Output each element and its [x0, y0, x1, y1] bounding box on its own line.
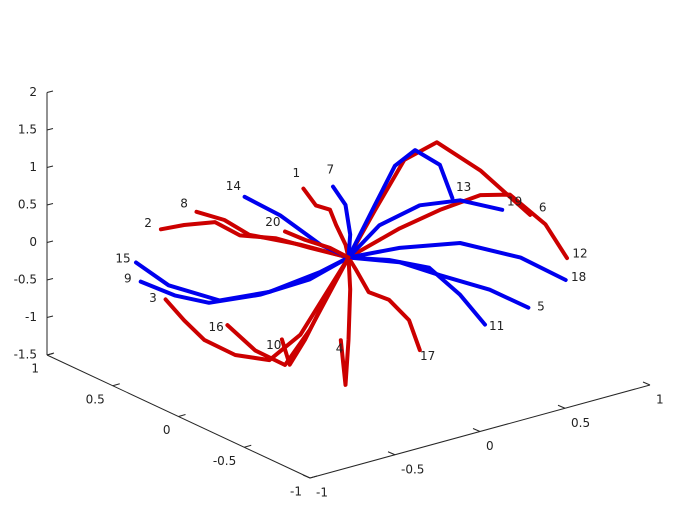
z-tick: [46, 240, 54, 243]
trajectory-label: 11: [489, 319, 504, 333]
trajectory-label: 1: [292, 166, 300, 180]
x-tick-label: -0.5: [401, 462, 424, 476]
z-tick: [46, 165, 54, 168]
z-tick-label: 0: [29, 235, 37, 249]
trajectory-label: 19: [507, 194, 522, 208]
trajectory-label: 5: [537, 300, 545, 314]
z-tick-label: -1: [25, 310, 37, 324]
x-tick-label: 0: [486, 439, 494, 453]
trajectory: [283, 229, 351, 260]
trajectory: [346, 255, 422, 353]
trajectory: [194, 209, 351, 260]
trajectory: [158, 220, 351, 260]
trajectory: [346, 198, 505, 260]
trajectory-label: 18: [571, 270, 586, 284]
y-tick-label: 0.5: [86, 392, 105, 406]
z-tick-label: 1: [29, 160, 37, 174]
z-tick: [46, 203, 54, 206]
y-tick: [112, 383, 120, 387]
z-tick: [46, 90, 54, 93]
x-tick: [642, 381, 651, 386]
trajectory-label: 16: [208, 320, 223, 334]
trajectory: [346, 192, 569, 261]
trajectory-label: 8: [180, 197, 188, 211]
trajectory: [301, 186, 351, 260]
y-tick-label: 1: [31, 362, 39, 376]
y-tick-label: 0: [163, 423, 171, 437]
x-tick-label: -1: [316, 486, 328, 500]
x-tick: [387, 451, 396, 456]
trajectory-label: 17: [420, 349, 435, 363]
trajectory-label: 2: [144, 216, 152, 230]
trajectory: [346, 255, 531, 310]
x-tick: [302, 474, 311, 479]
trajectory-label: 7: [326, 162, 334, 176]
x-tick: [557, 404, 566, 409]
z-tick: [46, 278, 54, 281]
z-tick-label: -0.5: [14, 273, 37, 287]
trajectory-label: 3: [149, 291, 157, 305]
trajectory-label: 6: [539, 200, 547, 214]
trajectory-label: 9: [124, 272, 132, 286]
y-tick: [178, 414, 186, 417]
z-tick-label: 1.5: [18, 123, 37, 137]
trajectory: [346, 241, 568, 282]
trajectory-label: 14: [226, 179, 241, 193]
trajectory: [225, 255, 351, 367]
trajectory: [331, 184, 353, 260]
y-tick: [244, 444, 252, 448]
trajectory: [346, 255, 487, 327]
x-tick-label: 1: [656, 393, 664, 407]
trajectory: [134, 255, 351, 303]
z-tick-label: 0.5: [18, 198, 37, 212]
z-tick: [46, 128, 54, 131]
z-tick-label: 2: [29, 85, 37, 99]
z-tick: [46, 315, 54, 318]
y-tick: [309, 475, 318, 479]
y-tick-label: -0.5: [213, 454, 236, 468]
trajectory-label: 10: [266, 338, 281, 352]
trajectory-label: 12: [572, 247, 587, 261]
trajectory-label: 20: [265, 215, 280, 229]
trajectory-label: 13: [456, 180, 471, 194]
x-tick: [472, 428, 481, 432]
y-tick: [46, 352, 55, 356]
y-tick-label: -1: [290, 485, 302, 499]
trajectory: [338, 255, 353, 387]
z-tick-label: -1.5: [14, 348, 37, 362]
trajectory-label: 4: [336, 342, 344, 356]
trajectory: [346, 148, 455, 260]
trajectory-label: 15: [115, 251, 130, 265]
trajectory: [163, 255, 351, 363]
x-tick-label: 0.5: [571, 416, 590, 430]
